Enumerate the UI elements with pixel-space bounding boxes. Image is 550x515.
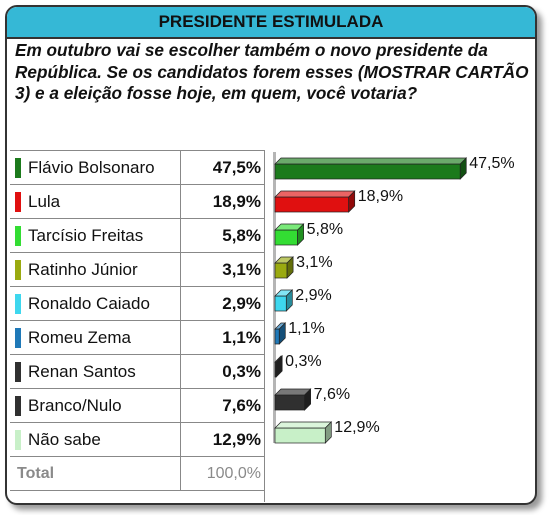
bar-chart: 47,5% 18,9% 5,8% 3,1% 2,9% 1,1% 0,3% 7,6% 12,9% <box>273 152 515 444</box>
bar <box>274 427 326 444</box>
axis-wall <box>273 152 276 443</box>
table-row: Flávio Bolsonaro 47,5% <box>10 151 264 185</box>
legend-swatch <box>15 430 21 450</box>
bar <box>274 295 287 312</box>
candidate-value: 47,5% <box>180 151 264 184</box>
bar-side <box>348 190 356 213</box>
bar-side <box>285 289 293 312</box>
legend-swatch <box>15 226 21 246</box>
results-table: Flávio Bolsonaro 47,5% Lula 18,9% Tarcísio F… <box>10 150 264 491</box>
bar <box>274 196 350 213</box>
bar-top <box>274 421 333 429</box>
candidate-name: Lula <box>28 192 61 211</box>
table-row: Romeu Zema 1,1% <box>10 321 264 355</box>
table-row: Não sabe 12,9% <box>10 423 264 457</box>
table-row: Tarcísio Freitas 5,8% <box>10 219 264 253</box>
bar-side <box>278 322 286 345</box>
legend-swatch <box>15 362 21 382</box>
legend-swatch <box>15 260 21 280</box>
data-label: 7,6% <box>314 386 350 403</box>
data-label: 47,5% <box>469 155 514 172</box>
legend-swatch <box>15 192 21 212</box>
legend-swatch <box>15 158 21 178</box>
table-row: Renan Santos 0,3% <box>10 355 264 389</box>
candidate-name: Branco/Nulo <box>28 396 122 415</box>
bar <box>274 394 305 411</box>
data-label: 12,9% <box>334 419 379 436</box>
total-label: Total <box>17 465 55 482</box>
table-row: Ronaldo Caiado 2,9% <box>10 287 264 321</box>
bar-side <box>286 256 294 279</box>
bar-side <box>324 421 332 444</box>
bar <box>274 229 298 246</box>
legend-swatch <box>15 328 21 348</box>
table-row: Ratinho Júnior 3,1% <box>10 253 264 287</box>
bar <box>274 262 288 279</box>
table-row: Branco/Nulo 7,6% <box>10 389 264 423</box>
candidate-name: Ratinho Júnior <box>28 260 138 279</box>
bar-side <box>459 157 467 180</box>
legend-swatch <box>15 396 21 416</box>
question-text: Em outubro vai se escolher também o novo… <box>15 40 529 103</box>
table-row: Lula 18,9% <box>10 185 264 219</box>
bar-side <box>275 355 283 378</box>
total-row: Total 100,0% <box>10 457 264 491</box>
candidate-name: Flávio Bolsonaro <box>28 158 155 177</box>
data-label: 2,9% <box>295 287 331 304</box>
divider <box>264 150 265 502</box>
total-value: 100,0% <box>180 457 264 490</box>
legend-swatch <box>15 294 21 314</box>
bar <box>274 328 280 345</box>
data-label: 3,1% <box>296 254 332 271</box>
header-title: PRESIDENTE ESTIMULADA <box>7 7 535 39</box>
data-label: 0,3% <box>285 353 321 370</box>
candidate-value: 12,9% <box>180 423 264 456</box>
data-label: 1,1% <box>288 320 324 337</box>
candidate-name: Romeu Zema <box>28 328 131 347</box>
candidate-value: 18,9% <box>180 185 264 218</box>
bar-top <box>274 157 468 165</box>
candidate-value: 3,1% <box>180 253 264 286</box>
candidate-name: Não sabe <box>28 430 101 449</box>
candidate-name: Renan Santos <box>28 362 136 381</box>
bar <box>274 163 461 180</box>
bar-top <box>274 190 356 198</box>
poll-card: PRESIDENTE ESTIMULADA Em outubro vai se … <box>5 5 537 505</box>
candidate-value: 5,8% <box>180 219 264 252</box>
candidate-value: 7,6% <box>180 389 264 422</box>
candidate-value: 1,1% <box>180 321 264 354</box>
data-label: 5,8% <box>307 221 343 238</box>
candidate-name: Ronaldo Caiado <box>28 294 150 313</box>
bar-side <box>304 388 311 411</box>
bar-side <box>297 223 304 246</box>
data-label: 18,9% <box>358 188 403 205</box>
candidate-name: Tarcísio Freitas <box>28 226 144 245</box>
candidate-value: 0,3% <box>180 355 264 388</box>
candidate-value: 2,9% <box>180 287 264 320</box>
